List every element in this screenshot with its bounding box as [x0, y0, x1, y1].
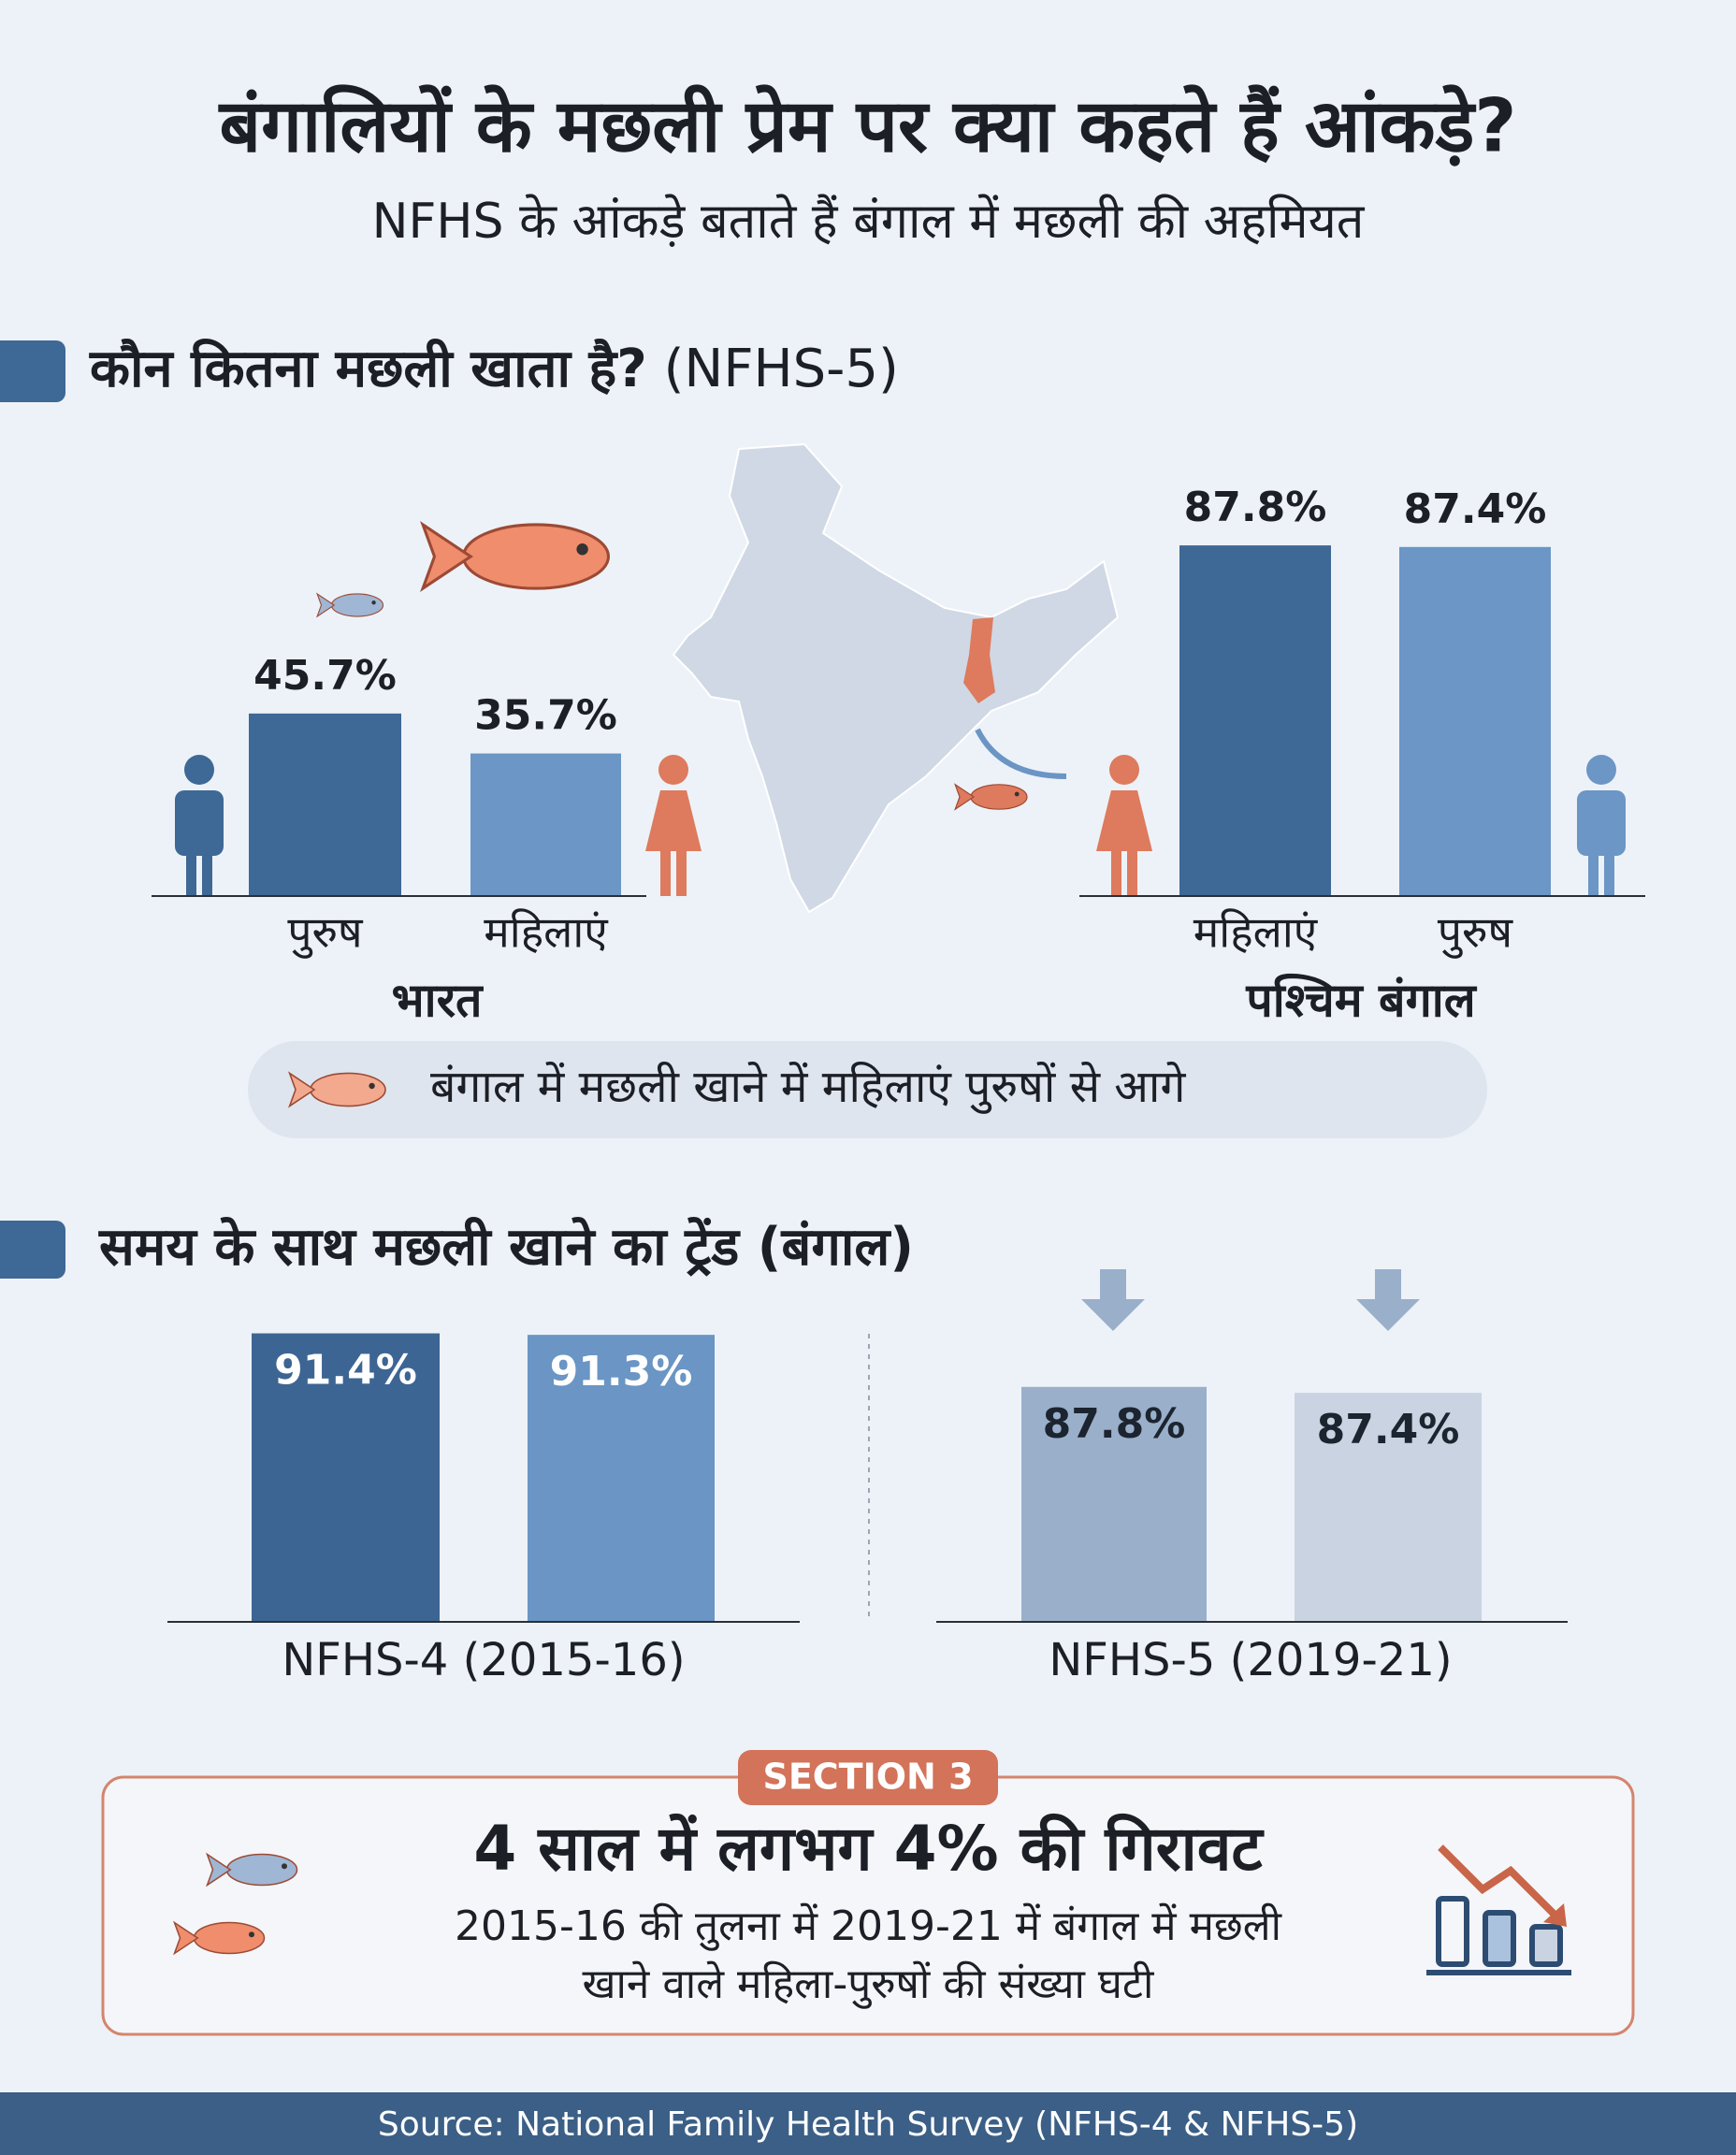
decorations: [0, 442, 1736, 2155]
bar: [470, 753, 621, 896]
person-leg: [202, 846, 212, 896]
value-label: 45.7%: [253, 652, 397, 700]
bar: [1179, 545, 1331, 896]
fish-body: [461, 523, 611, 590]
section-title: कौन कितना मछली खाता है?: [89, 338, 647, 399]
fish-icon: [173, 1920, 266, 1956]
person-leg: [1127, 846, 1137, 896]
fish-body: [310, 1072, 386, 1107]
group-label: पश्चिम बंगाल: [1245, 974, 1477, 1028]
group-label: भारत: [391, 974, 484, 1028]
source: Source: National Family Health Survey (N…: [378, 2105, 1358, 2144]
summary-badge: [738, 1750, 998, 1805]
subtitle: NFHS के आंकड़े बताते हैं बंगाल में मछली …: [372, 194, 1366, 250]
fish-icon: [288, 1071, 386, 1108]
fish-eye: [576, 543, 588, 556]
section-tag: (NFHS-5): [664, 339, 899, 399]
footer-bar: [0, 2092, 1736, 2155]
note-pill: [248, 1041, 1487, 1138]
male-icon: [175, 755, 224, 896]
fish-tail: [206, 1852, 232, 1887]
fish-tail: [173, 1920, 199, 1956]
bar: [1021, 1386, 1207, 1622]
value-label: 91.4%: [274, 1347, 417, 1395]
person-body: [1577, 790, 1626, 856]
value-label: 87.8%: [1184, 484, 1327, 531]
person-head: [1109, 755, 1139, 785]
group-label: NFHS-5 (2019-21): [1049, 1634, 1452, 1686]
person-leg: [186, 846, 196, 896]
trend-icon: [1426, 1844, 1571, 1975]
x-tick-label: महिलाएं: [1194, 907, 1319, 958]
india-map: [672, 442, 1120, 914]
value-label: 91.3%: [550, 1348, 693, 1396]
summary-line: खाने वाले महिला-पुरुषों की संख्या घटी: [583, 1960, 1156, 2009]
fish-body: [970, 784, 1028, 810]
female-icon: [1096, 755, 1152, 896]
person-head: [658, 755, 688, 785]
person-leg: [660, 846, 671, 896]
group-label: NFHS-4 (2015-16): [282, 1634, 685, 1686]
fish-eye: [371, 600, 376, 605]
person-leg: [676, 846, 687, 896]
summary-badge-text: SECTION 3: [762, 1757, 973, 1798]
fish-tail: [420, 520, 474, 593]
bengal-highlight: [963, 617, 995, 703]
person-body: [175, 790, 224, 856]
summary-title: 4 साल में लगभग 4% की गिरावट: [473, 1813, 1265, 1885]
title: बंगालियों के मछली प्रेम पर क्या कहते हैं…: [218, 83, 1517, 168]
person-body: [645, 790, 702, 851]
value-label: 87.4%: [1404, 485, 1547, 533]
section-heading: कौन कितना मछली खाता है? (NFHS-5): [89, 338, 899, 399]
bar: [1399, 546, 1551, 896]
bar: [528, 1335, 715, 1622]
x-tick-label: पुरुष: [1438, 907, 1514, 960]
bar: [252, 1333, 440, 1622]
note-text: बंगाल में मछली खाने में महिलाएं पुरुषों …: [430, 1061, 1186, 1114]
person-head: [184, 755, 214, 785]
fish-tail: [954, 783, 976, 811]
fish-body: [330, 593, 384, 617]
bar: [249, 713, 401, 896]
section-marker: [0, 340, 65, 402]
male-icon: [1577, 755, 1626, 896]
fish-body: [225, 1853, 298, 1887]
person-head: [1586, 755, 1616, 785]
fish-body: [193, 1921, 266, 1955]
fish-tail: [288, 1071, 316, 1108]
fish-icon: [420, 520, 611, 593]
section-title: समय के साथ मछली खाने का ट्रेंड (बंगाल): [98, 1216, 914, 1278]
fish-eye: [249, 1931, 254, 1938]
person-leg: [1588, 846, 1599, 896]
down-arrow: [1375, 1269, 1401, 1301]
down-arrow: [1081, 1299, 1145, 1331]
person-leg: [1604, 846, 1614, 896]
bar: [1295, 1393, 1482, 1622]
summary-line: 2015-16 की तुलना में 2019-21 में बंगाल म…: [455, 1902, 1283, 1951]
x-tick-label: महिलाएं: [484, 907, 609, 958]
fish-icon: [954, 783, 1028, 811]
value-label: 35.7%: [474, 692, 617, 740]
person-leg: [1111, 846, 1121, 896]
female-icon: [645, 755, 702, 896]
x-tick-label: पुरुष: [287, 907, 364, 960]
down-arrow: [1100, 1269, 1126, 1301]
person-body: [1096, 790, 1152, 851]
fish-tail: [316, 592, 336, 618]
fish-eye: [282, 1863, 287, 1870]
section-marker: [0, 1221, 65, 1279]
fish-eye: [369, 1082, 375, 1090]
fish-icon: [206, 1852, 298, 1887]
map-arrow: [975, 728, 1067, 779]
fish-icon: [316, 592, 384, 618]
value-label: 87.8%: [1043, 1400, 1186, 1448]
value-label: 87.4%: [1317, 1406, 1460, 1454]
down-arrow: [1356, 1299, 1420, 1331]
fish-eye: [1014, 791, 1020, 797]
